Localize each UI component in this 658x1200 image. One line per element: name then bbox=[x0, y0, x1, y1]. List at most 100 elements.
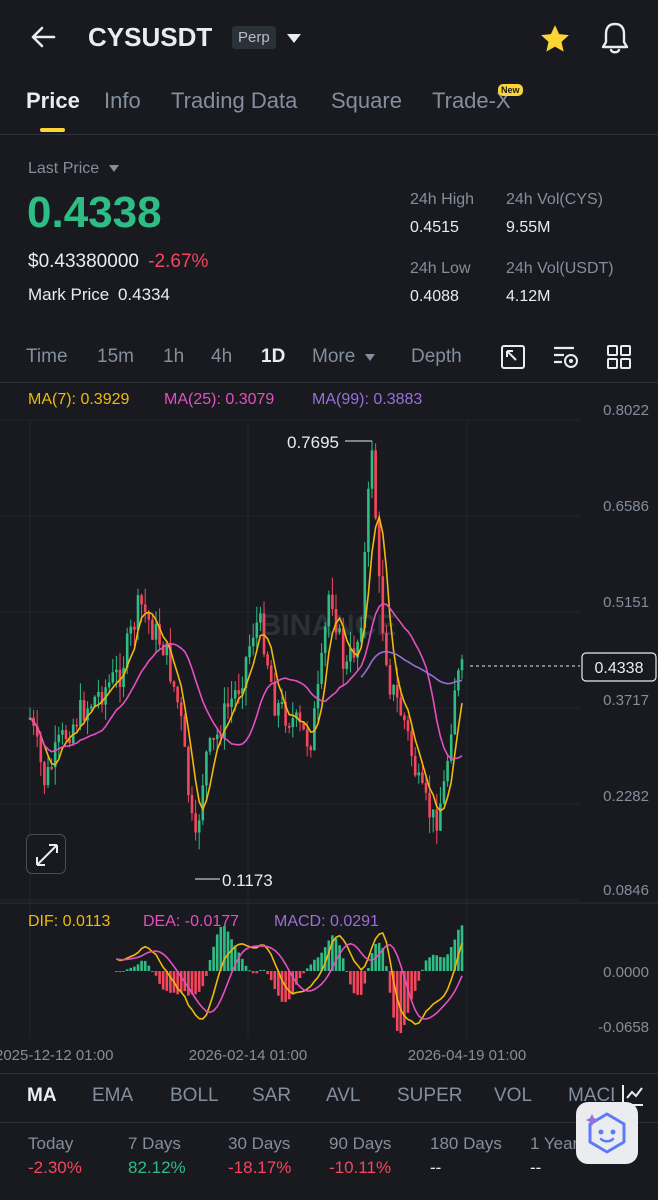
price-axis-label: 0.6586 bbox=[603, 498, 649, 515]
ma7-line bbox=[29, 514, 463, 812]
interval-more[interactable]: More bbox=[312, 346, 376, 368]
macd-histogram-bar bbox=[233, 945, 237, 971]
indicator-ma[interactable]: MA bbox=[27, 1085, 57, 1106]
notification-bell-icon[interactable] bbox=[598, 20, 632, 61]
caret-down-icon bbox=[364, 354, 375, 361]
candle-body bbox=[266, 654, 269, 666]
back-button[interactable] bbox=[28, 22, 58, 57]
depth-tab[interactable]: Depth bbox=[411, 346, 462, 367]
candle-body bbox=[205, 751, 208, 786]
candle-body bbox=[309, 746, 313, 751]
high-marker: 0.7695 bbox=[287, 433, 339, 452]
assistant-button[interactable] bbox=[576, 1102, 638, 1164]
macd-histogram-bar bbox=[255, 971, 259, 974]
interval-15m[interactable]: 15m bbox=[97, 346, 134, 367]
candle-body bbox=[136, 595, 140, 630]
last-price-label[interactable]: Last Price bbox=[28, 160, 120, 178]
macd-histogram-bar bbox=[367, 968, 370, 971]
indicator-avl[interactable]: AVL bbox=[326, 1085, 361, 1106]
macd-histogram-bar bbox=[269, 971, 273, 981]
macd-axis-label: 0.0000 bbox=[603, 964, 649, 981]
ma25-line bbox=[29, 602, 463, 760]
current-price-tag: 0.4338 bbox=[595, 660, 644, 677]
candle-body bbox=[115, 669, 118, 673]
macd-histogram-bar bbox=[395, 971, 399, 1031]
candle-body bbox=[154, 624, 158, 640]
perf-7d-label: 7 Days bbox=[128, 1134, 181, 1153]
macd-histogram-bar bbox=[143, 960, 147, 971]
interval-4h[interactable]: 4h bbox=[211, 346, 233, 367]
candle-body bbox=[262, 613, 266, 655]
macd-histogram-bar bbox=[431, 954, 435, 971]
candle-body bbox=[165, 643, 169, 656]
candle-body bbox=[313, 708, 316, 751]
tab-info[interactable]: Info bbox=[104, 88, 141, 113]
candle-body bbox=[143, 604, 147, 613]
mark-price-row: Mark Price 0.4334 bbox=[28, 285, 170, 305]
macd-histogram-bar bbox=[446, 954, 449, 971]
macd-histogram-bar bbox=[413, 971, 417, 991]
candle-body bbox=[86, 708, 89, 721]
candle-body bbox=[190, 795, 194, 814]
candle-body bbox=[417, 772, 421, 776]
interval-1d[interactable]: 1D bbox=[261, 346, 286, 367]
interval-time[interactable]: Time bbox=[26, 346, 68, 367]
low-24h-label: 24h Low bbox=[410, 260, 471, 277]
tab-square[interactable]: Square bbox=[331, 88, 402, 113]
macd-histogram-bar bbox=[313, 959, 316, 971]
indicator-boll[interactable]: BOLL bbox=[170, 1085, 219, 1106]
layout-grid-icon[interactable] bbox=[606, 344, 632, 375]
macd-histogram-bar bbox=[331, 935, 334, 971]
indicator-vol[interactable]: VOL bbox=[494, 1085, 533, 1106]
price-axis-label: 0.0846 bbox=[603, 882, 649, 899]
macd-histogram-bar bbox=[377, 942, 381, 971]
candle-body bbox=[169, 643, 172, 682]
macd-histogram-bar bbox=[417, 971, 421, 981]
candle-body bbox=[176, 686, 179, 703]
back-arrow-icon bbox=[31, 26, 56, 48]
tab-trading-data[interactable]: Trading Data bbox=[171, 88, 298, 113]
indicator-macd[interactable]: MACD bbox=[568, 1085, 614, 1106]
interval-1h[interactable]: 1h bbox=[163, 346, 185, 367]
price-change: -2.67% bbox=[148, 251, 209, 272]
perp-badge: Perp bbox=[232, 26, 276, 49]
macd-histogram-bar bbox=[316, 957, 320, 971]
price-axis-label: 0.8022 bbox=[603, 402, 649, 419]
symbol-title[interactable]: CYSUSDT bbox=[88, 22, 213, 52]
macd-histogram-bar bbox=[237, 952, 241, 971]
candle-body bbox=[161, 644, 165, 656]
macd-histogram-bar bbox=[349, 971, 352, 985]
tab-price[interactable]: Price bbox=[26, 88, 80, 113]
macd-histogram-bar bbox=[115, 971, 118, 972]
macd-histogram-bar bbox=[129, 967, 133, 971]
macd-histogram-bar bbox=[428, 957, 431, 971]
candle-body bbox=[158, 624, 161, 645]
candle-body bbox=[273, 681, 277, 716]
candle-body bbox=[140, 595, 143, 605]
fullscreen-chart-icon[interactable] bbox=[500, 344, 526, 375]
candle-body bbox=[241, 688, 244, 695]
indicator-super[interactable]: SUPER bbox=[397, 1085, 463, 1106]
indicator-sar[interactable]: SAR bbox=[252, 1085, 292, 1106]
macd-histogram-bar bbox=[266, 971, 269, 975]
vol-quote-value: 4.12M bbox=[506, 288, 551, 305]
candle-body bbox=[35, 725, 39, 737]
favorite-star-icon[interactable] bbox=[538, 22, 572, 61]
candlestick-chart[interactable]: BINANCE 0.7695 0.1173 0.4338 0.8022 0.65… bbox=[0, 383, 658, 1073]
chart-settings-icon[interactable] bbox=[552, 344, 580, 375]
candle-body bbox=[385, 633, 388, 666]
macd-histogram-bar bbox=[352, 971, 356, 994]
candle-body bbox=[424, 782, 428, 793]
symbol-dropdown-icon[interactable] bbox=[286, 32, 302, 50]
candle-body bbox=[226, 703, 230, 707]
macd-histogram-bar bbox=[194, 971, 197, 995]
price-axis-label: 0.3717 bbox=[603, 692, 649, 709]
candle-body bbox=[64, 730, 68, 740]
candle-body bbox=[277, 703, 280, 716]
expand-chart-button[interactable] bbox=[26, 834, 66, 874]
indicator-ema[interactable]: EMA bbox=[92, 1085, 134, 1106]
candle-body bbox=[215, 734, 219, 740]
price-axis-label: 0.5151 bbox=[603, 594, 649, 611]
tab-trade-x[interactable]: Trade-X bbox=[432, 88, 511, 113]
macd-histogram-bar bbox=[161, 971, 165, 990]
